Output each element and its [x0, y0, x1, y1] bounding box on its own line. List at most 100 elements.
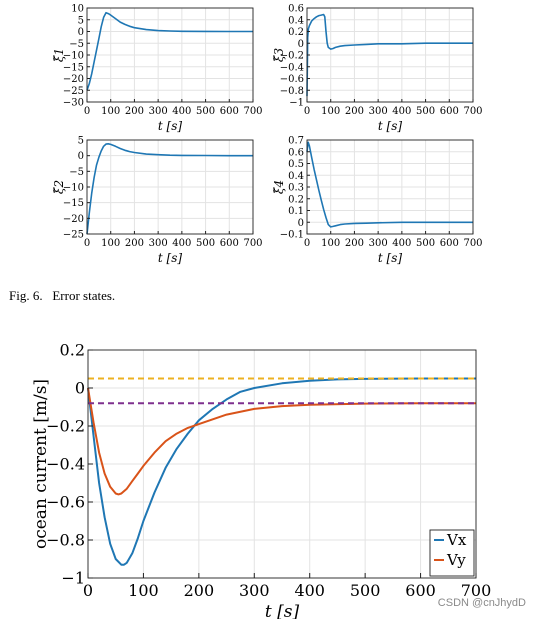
plot5-xtick-label: 0 [83, 581, 93, 600]
plot1-xtick-label: 300 [149, 106, 168, 117]
plot4-series-line-0 [306, 141, 473, 228]
plot2-ytick-label: −0.8 [280, 86, 304, 97]
plot2-xlabel: t [s] [378, 119, 402, 133]
plot3-xtick-label: 600 [220, 238, 239, 249]
plot3-ytick-label: 5 [78, 136, 84, 147]
plot3-xtick-label: 500 [196, 238, 215, 249]
plot2-xtick-label: 500 [416, 106, 435, 117]
plot5-xtick-label: 200 [184, 581, 215, 600]
plot1-ytick-label: 0 [78, 27, 84, 38]
plot5-legend-label-vy: Vy [446, 551, 466, 569]
plot1-xtick-label: 200 [125, 106, 144, 117]
plot4-xlabel: t [s] [378, 251, 402, 265]
plot5-xtick-label: 700 [461, 581, 492, 600]
plot5-series-vy [87, 387, 476, 496]
plot5-xtick-label: 100 [128, 581, 159, 600]
plot4-xtick-label: 100 [321, 238, 340, 249]
caption-label: Fig. 6. [9, 288, 43, 303]
plot2-ylabel: ξ̃3 [272, 48, 286, 63]
plot1-xtick-label: 0 [84, 106, 90, 117]
plot5-ylabel: ocean current [m/s] [31, 379, 51, 549]
plot5-ytick-label: 0 [75, 379, 85, 398]
plot5-ytick-label: −0.6 [46, 493, 85, 512]
plot4-ytick-label: 0.3 [288, 183, 304, 194]
plot5-xtick-label: 500 [350, 581, 381, 600]
plot1-xtick-label: 700 [243, 106, 262, 117]
plot2-xtick-label: 0 [304, 106, 310, 117]
plot1-ytick-label: −30 [63, 98, 84, 109]
plot1-xtick-label: 600 [220, 106, 239, 117]
plot2-ytick-label: 0.6 [288, 4, 304, 15]
plot5-xtick-label: 600 [405, 581, 436, 600]
plot4-ytick-label: 0 [298, 218, 304, 229]
plot3-ylabel: ξ̃2 [52, 180, 66, 194]
plot3-xtick-label: 400 [172, 238, 191, 249]
plot1-ylabel: ξ̃1 [52, 48, 66, 62]
plot3-ytick-label: −25 [63, 230, 84, 241]
watermark: CSDN @cnJhydD [437, 597, 526, 609]
plot4-xtick-label: 0 [304, 238, 310, 249]
plot5-ytick-label: −0.4 [46, 455, 85, 474]
plot2-ytick-label: 0 [298, 39, 304, 50]
plot4-ytick-label: 0.2 [288, 194, 304, 205]
plot2-xtick-label: 300 [369, 106, 388, 117]
plot2-series-line-0 [306, 13, 473, 97]
plot3-xtick-label: 200 [125, 238, 144, 249]
plot5-xlabel: t [s] [265, 602, 300, 619]
plot3-ytick-label: −15 [63, 198, 84, 209]
plot1-ytick-label: −10 [63, 51, 84, 62]
plot4-xtick-label: 300 [369, 238, 388, 249]
plot2-xtick-label: 200 [345, 106, 364, 117]
plot2-ytick-label: −1 [289, 98, 304, 109]
plot1-ytick-label: 5 [78, 15, 84, 26]
plot1-ytick-label: 10 [71, 4, 84, 15]
plot3-ytick-label: −5 [69, 167, 84, 178]
plot5-legend-label-vx: Vx [446, 531, 467, 549]
plot3-xtick-label: 700 [243, 238, 262, 249]
plot4-ytick-label: −0.1 [280, 230, 304, 241]
plot5-ytick-label: −0.2 [46, 417, 85, 436]
plot4-xtick-label: 600 [440, 238, 459, 249]
plot2-ytick-label: 0.4 [288, 15, 304, 26]
plot3-series-line-0 [86, 143, 253, 235]
plot2-ytick-label: −0.2 [280, 51, 304, 62]
plot3-ytick-label: −10 [63, 183, 84, 194]
plot3-xtick-label: 0 [84, 238, 90, 249]
plot4-ytick-label: 0.4 [288, 171, 304, 182]
plot5-ytick-label: −1 [61, 569, 85, 588]
plot3-ytick-label: −20 [63, 214, 84, 225]
plot5-ytick-label: 0.2 [60, 341, 85, 360]
caption-text: Error states. [52, 288, 116, 303]
plot4-ytick-label: 0.6 [288, 147, 304, 158]
plot3-xlabel: t [s] [158, 251, 182, 265]
plot4-ytick-label: 0.1 [288, 206, 304, 217]
figure-caption: Fig. 6. Error states. [9, 288, 115, 304]
plot4-xtick-label: 500 [416, 238, 435, 249]
plot2-ytick-label: −0.6 [280, 74, 304, 85]
plot4-xtick-label: 400 [392, 238, 411, 249]
plot3-ytick-label: 0 [78, 151, 84, 162]
plot1-xtick-label: 500 [196, 106, 215, 117]
plot2-xtick-label: 400 [392, 106, 411, 117]
plot1-ytick-label: −15 [63, 62, 84, 73]
plot1-xtick-label: 100 [101, 106, 120, 117]
plot2-xtick-label: 700 [463, 106, 482, 117]
plot5-ytick-label: −0.8 [46, 531, 85, 550]
plot1-ytick-label: −5 [69, 39, 84, 50]
plot1-series-line-0 [86, 11, 253, 91]
plot4-xtick-label: 700 [463, 238, 482, 249]
plot2-ytick-label: −0.4 [280, 62, 304, 73]
plot4-ytick-label: 0.5 [288, 159, 304, 170]
plot4-ylabel: ξ̃4 [272, 180, 286, 194]
plot1-ytick-label: −20 [63, 74, 84, 85]
plot5-xtick-label: 400 [294, 581, 325, 600]
plot3-xtick-label: 100 [101, 238, 120, 249]
plot2-ytick-label: 0.2 [288, 27, 304, 38]
plot1-ytick-label: −25 [63, 86, 84, 97]
plot3-xtick-label: 300 [149, 238, 168, 249]
plot1-xlabel: t [s] [158, 119, 182, 133]
plot5-legend [429, 529, 475, 577]
plot2-xtick-label: 600 [440, 106, 459, 117]
plot5-series-vx [87, 377, 476, 566]
